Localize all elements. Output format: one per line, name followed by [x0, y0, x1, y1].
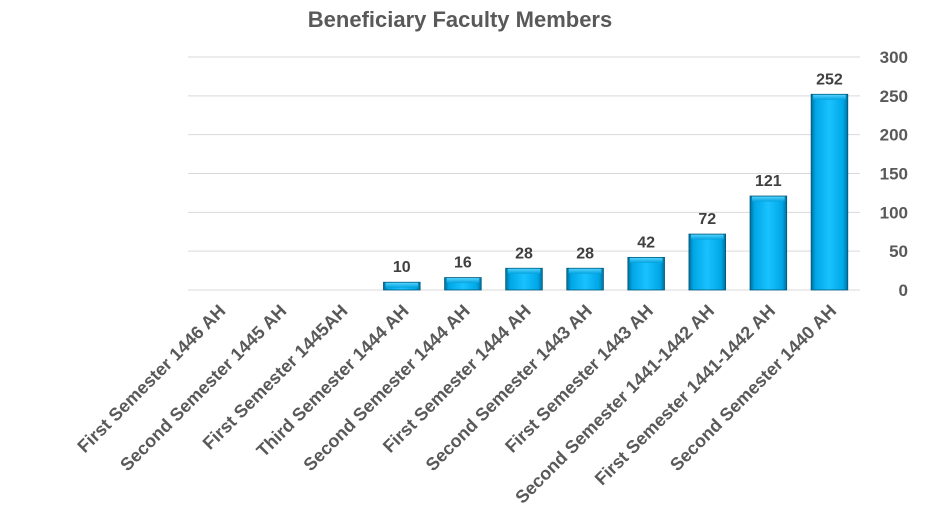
bar [444, 277, 482, 291]
y-axis: 0 50 100 150 200 250 300 [880, 48, 908, 300]
data-label: 252 [816, 71, 843, 88]
bar-body [810, 93, 849, 291]
data-label: 72 [698, 211, 716, 228]
bar-cap [752, 196, 785, 202]
y-tick-label: 100 [880, 203, 908, 222]
bar-cap [629, 257, 663, 263]
chart-title: Beneficiary Faculty Members [308, 7, 612, 32]
data-label: 28 [576, 245, 594, 262]
bars [383, 93, 849, 291]
y-tick-label: 50 [889, 242, 908, 261]
bar [810, 93, 849, 291]
data-label: 28 [515, 245, 533, 262]
y-tick-label: 200 [880, 126, 908, 145]
data-label: 16 [454, 255, 472, 272]
bar-body [688, 233, 726, 291]
bar-body [749, 195, 788, 291]
bar [383, 281, 421, 291]
bar-cap [385, 282, 419, 288]
gridlines [188, 56, 860, 291]
data-label: 121 [755, 173, 782, 190]
bar-cap [446, 278, 480, 284]
y-tick-label: 0 [899, 281, 908, 300]
bar-cap [507, 268, 541, 274]
bar [627, 256, 665, 291]
data-label: 10 [393, 259, 411, 276]
y-tick-label: 250 [880, 87, 908, 106]
bar [566, 267, 604, 291]
bar [505, 267, 543, 291]
bar-cap [813, 94, 846, 100]
data-labels: 10 16 28 28 42 72 121 252 [393, 71, 843, 276]
data-label: 42 [637, 234, 655, 251]
y-tick-label: 150 [880, 165, 908, 184]
bar [688, 233, 726, 291]
bar-cap [568, 268, 602, 274]
bar-cap [690, 234, 724, 240]
y-tick-label: 300 [880, 48, 908, 67]
bar [749, 195, 788, 291]
